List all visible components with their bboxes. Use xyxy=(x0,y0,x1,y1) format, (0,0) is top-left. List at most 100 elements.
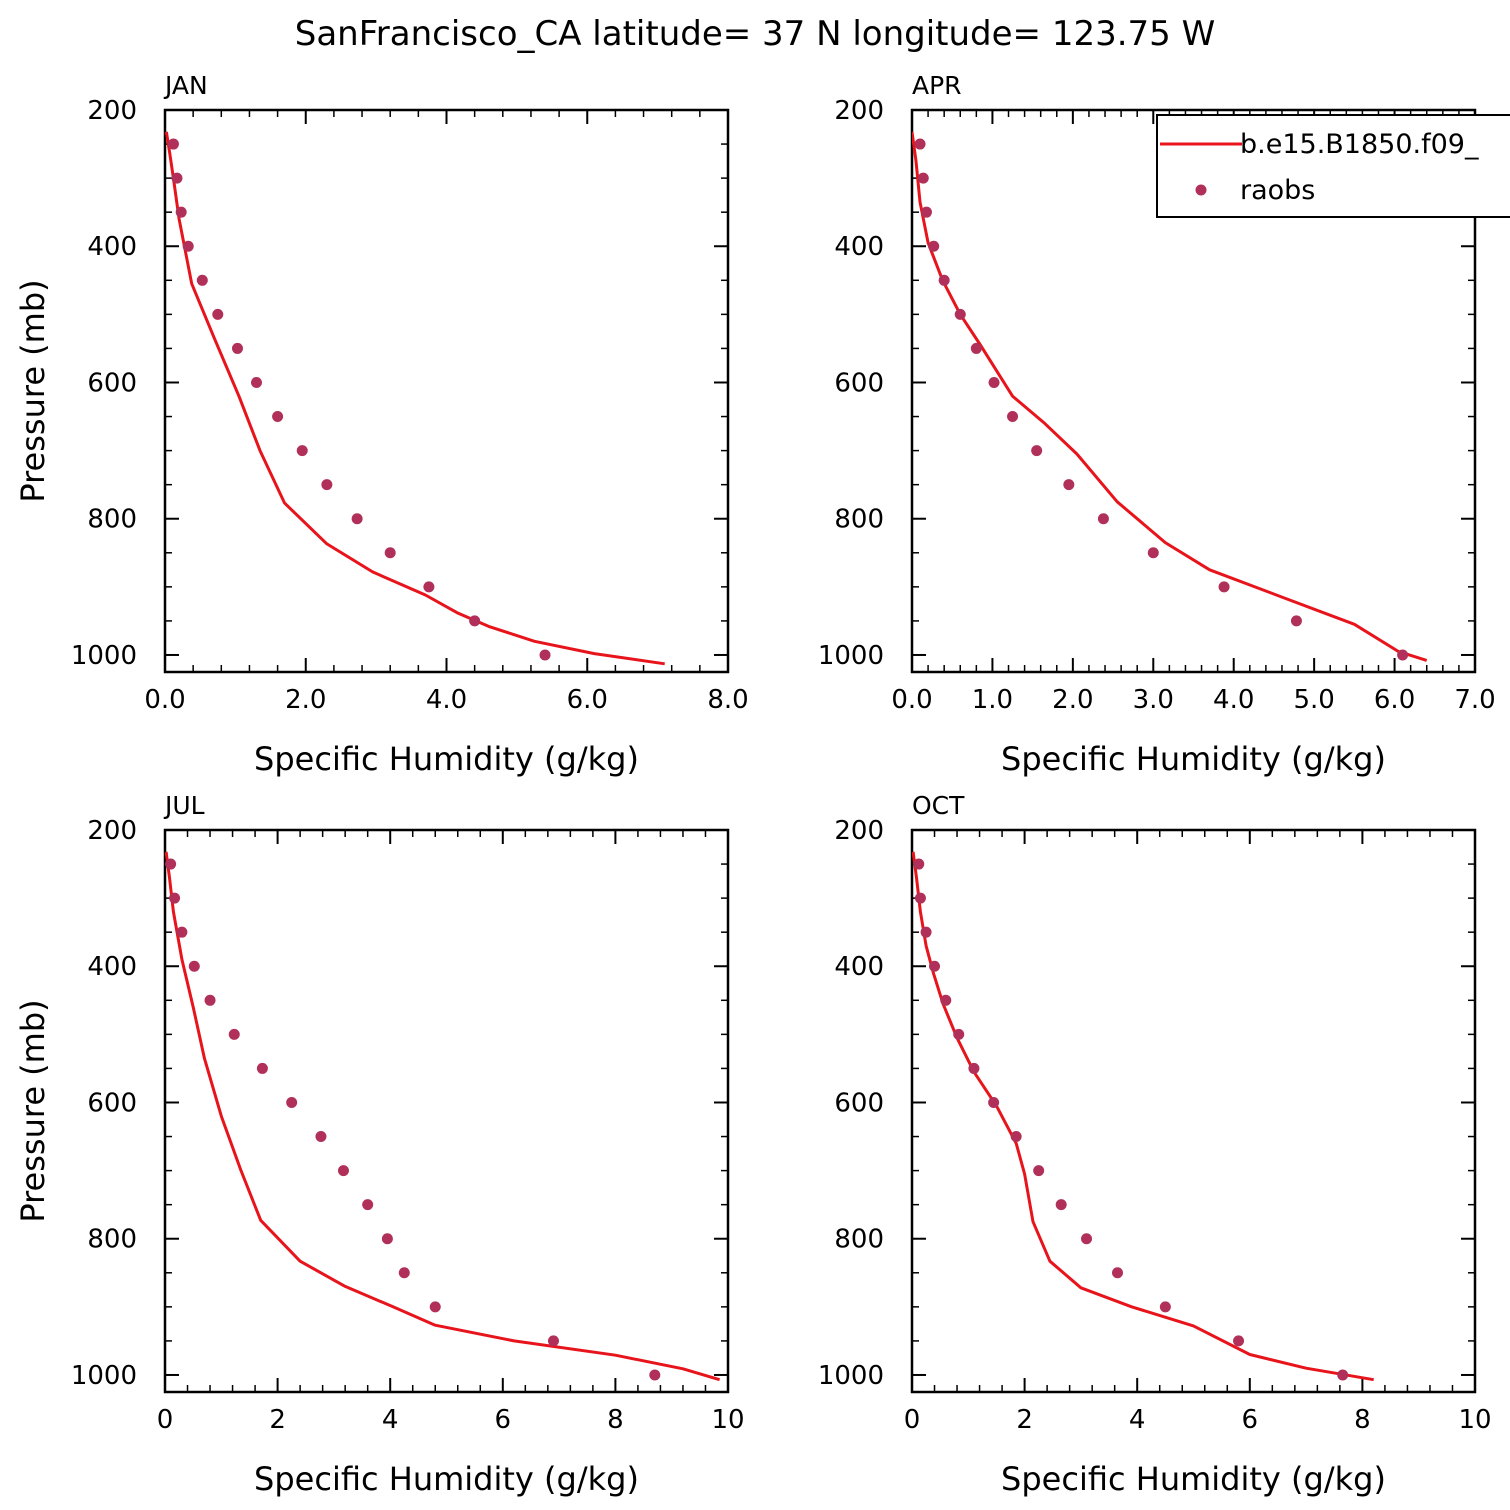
raobs-point xyxy=(337,1165,349,1177)
legend-entry-model: b.e15.B1850.f09_ xyxy=(1240,129,1479,160)
raobs-point xyxy=(1111,1267,1123,1279)
raobs-point xyxy=(204,994,216,1006)
raobs-point xyxy=(469,615,481,627)
panel-jul: 0 2 4 6 8 10 200 400 600 800 1000 JUL Specific Humid… xyxy=(14,791,745,1498)
raobs-point xyxy=(167,138,179,150)
raobs-point xyxy=(398,1267,410,1279)
panel-label-apr: APR xyxy=(912,71,962,100)
y-tick-label: 200 xyxy=(87,816,137,846)
raobs-point xyxy=(250,376,262,388)
x-tick-label: 6.0 xyxy=(567,685,608,715)
raobs-point xyxy=(1007,411,1019,423)
raobs-point xyxy=(286,1096,298,1108)
raobs-point xyxy=(429,1301,441,1313)
x-tick-label: 0.0 xyxy=(891,685,932,715)
raobs-point xyxy=(212,308,224,320)
y-tick-label: 800 xyxy=(834,505,884,535)
raobs-point xyxy=(917,172,929,184)
x-tick-label: 10 xyxy=(711,1405,744,1435)
y-axis-label: Pressure (mb) xyxy=(14,999,52,1222)
raobs-point xyxy=(928,240,940,252)
x-tick-label: 4 xyxy=(1129,1405,1146,1435)
panel-label-jul: JUL xyxy=(163,791,205,820)
y-tick-label: 400 xyxy=(87,952,137,982)
y-axis-label: Pressure (mb) xyxy=(14,279,52,502)
x-tick-label: 0 xyxy=(157,1405,174,1435)
panel-jan: 0.0 2.0 4.0 6.0 8.0 200 400 600 800 1000 JAN Specif… xyxy=(14,71,749,778)
raobs-point xyxy=(1218,581,1230,593)
panel-label-jan: JAN xyxy=(163,71,208,100)
legend-box xyxy=(1156,114,1510,218)
model-profile-line xyxy=(165,131,665,666)
x-tick-label: 4.0 xyxy=(1213,685,1254,715)
x-tick-label: 0.0 xyxy=(144,685,185,715)
x-tick-label: 6 xyxy=(495,1405,512,1435)
raobs-point xyxy=(929,960,941,972)
raobs-point xyxy=(970,342,982,354)
raobs-point xyxy=(1290,615,1302,627)
raobs-point xyxy=(1055,1199,1067,1211)
x-tick-label: 8 xyxy=(1354,1405,1371,1435)
y-tick-label: 400 xyxy=(87,232,137,262)
legend-marker-swatch xyxy=(1195,184,1207,196)
y-tick-label: 400 xyxy=(834,232,884,262)
raobs-point xyxy=(914,892,926,904)
raobs-point xyxy=(1097,513,1109,525)
y-tick-label: 400 xyxy=(834,952,884,982)
raobs-point xyxy=(175,206,187,218)
y-tick-label: 800 xyxy=(834,1225,884,1255)
panel-apr: 0.0 1.0 2.0 3.0 4.0 5.0 6.0 7.0 200 400 600 800 1000… xyxy=(818,71,1496,778)
x-tick-label: 7.0 xyxy=(1454,685,1495,715)
raobs-point xyxy=(1010,1131,1022,1143)
x-tick-label: 4 xyxy=(382,1405,399,1435)
raobs-point xyxy=(351,513,363,525)
y-tick-label: 200 xyxy=(87,96,137,126)
x-axis-label: Specific Humidity (g/kg) xyxy=(254,1460,639,1498)
x-tick-label: 1.0 xyxy=(972,685,1013,715)
raobs-point xyxy=(196,274,208,286)
y-tick-label: 600 xyxy=(87,1088,137,1118)
raobs-point xyxy=(920,206,932,218)
raobs-point xyxy=(165,858,177,870)
raobs-point xyxy=(1033,1165,1045,1177)
raobs-point xyxy=(988,1096,1000,1108)
plot-frame-oct xyxy=(910,828,1477,1394)
panels-container: 0.0 2.0 4.0 6.0 8.02004006008001000JANSpecif… xyxy=(14,71,1510,1498)
data-layer-jan xyxy=(165,131,665,666)
y-tick-label: 1000 xyxy=(818,1361,884,1391)
raobs-point xyxy=(384,547,396,559)
raobs-point xyxy=(423,581,435,593)
figure-title: SanFrancisco_CA latitude= 37 N longitude… xyxy=(295,14,1216,54)
legend-entry-raobs: raobs xyxy=(1240,175,1315,206)
model-profile-line xyxy=(912,131,1428,662)
raobs-point xyxy=(1159,1301,1171,1313)
x-tick-label: 0 xyxy=(904,1405,921,1435)
y-tick-label: 1000 xyxy=(71,1361,137,1391)
plot-frame-jul xyxy=(163,828,730,1394)
y-tick-label: 1000 xyxy=(818,641,884,671)
x-axis-label: Specific Humidity (g/kg) xyxy=(254,740,639,778)
raobs-point xyxy=(228,1028,240,1040)
x-tick-label: 8.0 xyxy=(707,685,748,715)
legend: b.e15.B1850.f09_raobs xyxy=(1156,114,1510,218)
x-tick-label: 2.0 xyxy=(1052,685,1093,715)
raobs-point xyxy=(256,1062,268,1074)
x-tick-label: 4.0 xyxy=(426,685,467,715)
raobs-point xyxy=(649,1369,661,1381)
raobs-point xyxy=(913,858,925,870)
raobs-point xyxy=(169,892,181,904)
raobs-point xyxy=(1233,1335,1245,1347)
raobs-point xyxy=(920,926,932,938)
x-tick-label: 2.0 xyxy=(285,685,326,715)
y-tick-label: 200 xyxy=(834,96,884,126)
panel-label-oct: OCT xyxy=(912,791,965,820)
x-tick-label: 8 xyxy=(607,1405,624,1435)
raobs-point xyxy=(968,1062,980,1074)
model-profile-line xyxy=(912,851,1374,1382)
y-tick-label: 200 xyxy=(834,816,884,846)
raobs-point xyxy=(272,411,284,423)
y-tick-label: 800 xyxy=(87,1225,137,1255)
data-layer-jul xyxy=(165,851,721,1382)
raobs-point xyxy=(362,1199,374,1211)
